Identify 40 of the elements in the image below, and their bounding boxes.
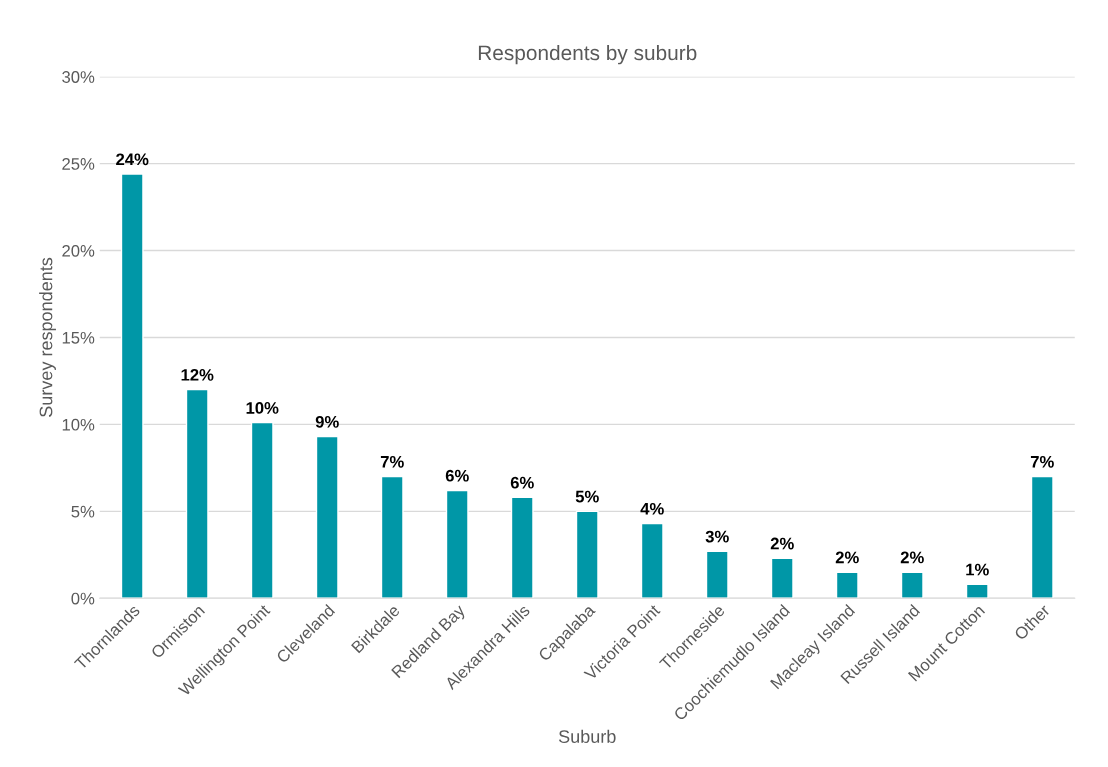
data-label: 6% xyxy=(510,476,534,489)
data-label: 24% xyxy=(116,153,149,166)
y-tick-label: 10% xyxy=(62,418,95,431)
data-label: 2% xyxy=(900,551,924,564)
bar xyxy=(1030,475,1054,599)
data-label: 9% xyxy=(315,415,339,428)
bar xyxy=(185,388,209,599)
chart-title: Respondents by suburb xyxy=(478,44,697,65)
bar xyxy=(575,510,599,599)
data-label: 7% xyxy=(380,455,404,468)
data-label: 3% xyxy=(705,530,729,543)
data-label: 12% xyxy=(181,368,214,381)
data-label: 5% xyxy=(575,490,599,503)
x-axis-title: Suburb xyxy=(558,729,616,743)
y-tick-label: 30% xyxy=(62,71,95,83)
bar xyxy=(250,421,274,599)
data-label: 1% xyxy=(966,563,989,576)
bar xyxy=(770,557,794,599)
bar xyxy=(315,435,339,599)
bar xyxy=(380,475,404,599)
data-label: 4% xyxy=(640,502,664,515)
y-tick-label: 0% xyxy=(71,592,95,605)
data-label: 7% xyxy=(1030,455,1054,468)
y-tick-label: 20% xyxy=(62,244,95,257)
bar xyxy=(705,550,729,599)
bar xyxy=(640,522,664,599)
y-tick-label: 15% xyxy=(62,331,95,344)
bar xyxy=(965,583,989,599)
data-label: 2% xyxy=(770,537,794,550)
bar xyxy=(510,496,534,599)
bar xyxy=(120,173,144,599)
data-label: 6% xyxy=(445,469,469,482)
y-axis-title: Survey respondents xyxy=(39,257,56,417)
bar xyxy=(835,571,859,599)
bar xyxy=(900,571,924,599)
data-label: 2% xyxy=(835,551,859,564)
y-tick-label: 25% xyxy=(62,158,95,170)
data-label: 10% xyxy=(246,402,279,414)
y-tick-label: 5% xyxy=(71,505,95,518)
bar xyxy=(445,489,469,599)
